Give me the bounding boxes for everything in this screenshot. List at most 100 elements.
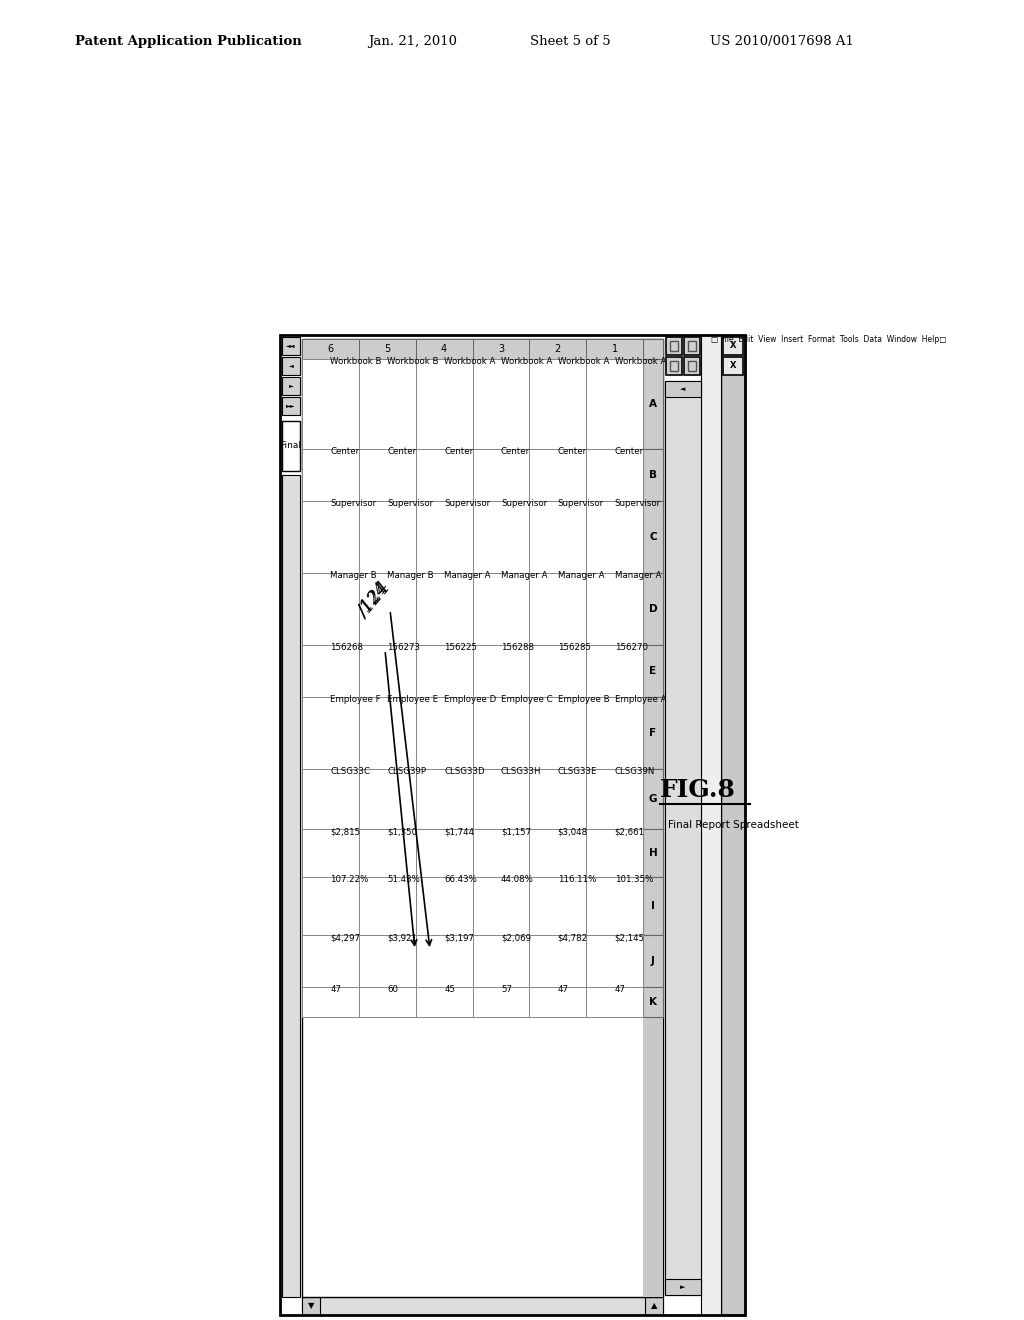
Text: Supervisor: Supervisor xyxy=(331,499,377,508)
Text: Manager A: Manager A xyxy=(558,572,604,581)
Text: Workbook A: Workbook A xyxy=(614,358,666,367)
Bar xyxy=(358,573,416,645)
Text: I: I xyxy=(651,902,655,911)
Text: Supervisor: Supervisor xyxy=(501,499,547,508)
Text: Workbook A: Workbook A xyxy=(558,358,609,367)
Bar xyxy=(586,697,643,770)
Bar xyxy=(643,645,663,697)
Text: 101.35%: 101.35% xyxy=(614,875,653,884)
Text: ►: ► xyxy=(680,1284,686,1290)
Bar xyxy=(302,359,358,449)
Bar xyxy=(688,341,696,351)
Text: D: D xyxy=(648,605,657,614)
Text: CLSG33H: CLSG33H xyxy=(501,767,542,776)
Bar xyxy=(529,987,586,1016)
Text: K: K xyxy=(649,997,657,1007)
Text: Workbook A: Workbook A xyxy=(501,358,552,367)
Text: ▲: ▲ xyxy=(650,1302,657,1311)
Bar xyxy=(282,397,300,414)
Bar xyxy=(282,378,300,395)
Bar xyxy=(302,502,358,573)
Text: 47: 47 xyxy=(614,986,626,994)
Text: Employee B: Employee B xyxy=(558,696,609,705)
Bar xyxy=(723,356,743,375)
Text: Employee D: Employee D xyxy=(444,696,497,705)
Bar xyxy=(684,356,700,375)
Bar xyxy=(529,770,586,829)
Text: Supervisor: Supervisor xyxy=(387,499,433,508)
Bar xyxy=(529,829,586,876)
Bar xyxy=(302,1298,663,1315)
Text: 45: 45 xyxy=(444,986,455,994)
Bar xyxy=(529,449,586,502)
Text: $1,157: $1,157 xyxy=(501,828,531,837)
Text: 4: 4 xyxy=(441,345,447,354)
Text: X: X xyxy=(730,342,736,351)
Bar xyxy=(643,697,663,770)
Text: Center: Center xyxy=(331,447,359,457)
Bar xyxy=(282,356,300,375)
Text: ◄: ◄ xyxy=(289,363,293,368)
Text: 156225: 156225 xyxy=(444,644,477,652)
Bar xyxy=(670,341,678,351)
Bar xyxy=(302,770,358,829)
Bar xyxy=(472,502,529,573)
Bar xyxy=(665,381,701,397)
Text: ►►: ►► xyxy=(287,404,296,408)
Bar xyxy=(643,449,663,502)
Text: 156285: 156285 xyxy=(558,644,591,652)
Bar xyxy=(472,876,529,935)
Bar xyxy=(472,770,529,829)
Bar xyxy=(665,381,701,1295)
Text: Final Report Spreadsheet: Final Report Spreadsheet xyxy=(668,820,799,830)
Bar xyxy=(416,449,472,502)
Text: 5: 5 xyxy=(384,345,390,354)
Text: C: C xyxy=(649,532,656,543)
Bar xyxy=(358,359,416,449)
Bar xyxy=(666,337,682,355)
Text: CLSG33E: CLSG33E xyxy=(558,767,597,776)
Text: CLSG33D: CLSG33D xyxy=(444,767,484,776)
Bar xyxy=(529,645,586,697)
Bar xyxy=(416,935,472,987)
Bar xyxy=(529,697,586,770)
Text: ◄: ◄ xyxy=(680,385,686,392)
Bar xyxy=(358,829,416,876)
Bar xyxy=(723,337,743,355)
Bar xyxy=(666,356,682,375)
Text: □ File  Edit  View  Insert  Format  Tools  Data  Window  Help□: □ File Edit View Insert Format Tools Dat… xyxy=(711,335,946,345)
Text: Manager B: Manager B xyxy=(387,572,434,581)
Bar xyxy=(643,829,663,876)
Text: H: H xyxy=(648,847,657,858)
Text: 57: 57 xyxy=(501,986,512,994)
Bar xyxy=(529,876,586,935)
Text: Employee A: Employee A xyxy=(614,696,666,705)
Text: 51.43%: 51.43% xyxy=(387,875,420,884)
Bar xyxy=(358,935,416,987)
Bar xyxy=(472,573,529,645)
Text: A: A xyxy=(649,399,657,409)
Bar xyxy=(586,502,643,573)
Bar xyxy=(302,573,358,645)
Text: B: B xyxy=(649,470,657,480)
Bar xyxy=(643,573,663,645)
Bar xyxy=(721,335,745,1315)
Bar xyxy=(586,449,643,502)
Text: Workbook A: Workbook A xyxy=(444,358,496,367)
Text: 66.43%: 66.43% xyxy=(444,875,477,884)
Bar xyxy=(586,935,643,987)
Text: Supervisor: Supervisor xyxy=(444,499,490,508)
Text: Employee F: Employee F xyxy=(331,696,381,705)
Bar xyxy=(416,339,472,359)
Bar xyxy=(472,987,529,1016)
Bar xyxy=(586,573,643,645)
Bar xyxy=(472,935,529,987)
Bar xyxy=(529,339,586,359)
Bar xyxy=(302,339,663,1298)
Text: Jan. 21, 2010: Jan. 21, 2010 xyxy=(368,36,457,48)
Bar xyxy=(416,876,472,935)
Bar xyxy=(586,987,643,1016)
Bar xyxy=(358,339,416,359)
Bar xyxy=(472,645,529,697)
Text: Manager A: Manager A xyxy=(501,572,548,581)
